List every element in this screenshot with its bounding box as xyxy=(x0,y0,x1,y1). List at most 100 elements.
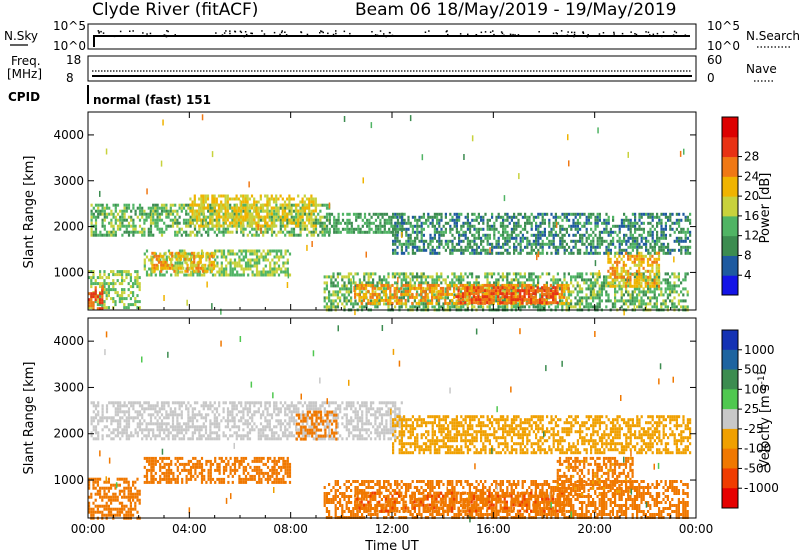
data-cell xyxy=(288,218,291,222)
data-cell xyxy=(530,212,533,216)
nsky-point xyxy=(245,33,248,36)
nsky-point xyxy=(163,34,165,36)
nsky-point xyxy=(687,35,689,37)
data-cell xyxy=(429,236,432,240)
nsky-point xyxy=(389,32,391,34)
data-cell xyxy=(134,209,137,213)
data-cell xyxy=(557,233,560,237)
data-cell xyxy=(225,270,228,274)
data-cell xyxy=(462,278,465,282)
data-cell xyxy=(596,239,599,243)
data-cell xyxy=(596,290,599,294)
data-cell xyxy=(350,224,353,228)
data-cell xyxy=(275,200,278,204)
data-cell xyxy=(598,239,601,243)
data-cell xyxy=(581,302,584,306)
data-cell xyxy=(667,242,670,246)
data-cell xyxy=(275,252,278,256)
data-cell xyxy=(613,275,617,279)
data-cell xyxy=(585,239,588,243)
data-cell xyxy=(512,298,515,302)
data-cell xyxy=(301,206,304,210)
data-cell xyxy=(649,290,652,294)
data-cell xyxy=(407,275,410,279)
data-cell xyxy=(198,212,201,216)
data-cell xyxy=(521,283,524,287)
data-cell xyxy=(355,227,358,231)
data-cell xyxy=(581,287,584,291)
data-cell xyxy=(395,301,398,305)
data-cell xyxy=(647,239,650,243)
data-cell xyxy=(609,266,612,270)
data-cell xyxy=(257,200,260,204)
data-cell xyxy=(143,227,146,231)
data-cell xyxy=(488,283,491,287)
data-cell xyxy=(259,224,262,228)
data-cell xyxy=(244,218,247,222)
nsky-point xyxy=(164,34,167,37)
data-cell xyxy=(501,290,504,294)
data-cell xyxy=(250,212,254,216)
data-cell xyxy=(664,305,667,309)
data-cell xyxy=(576,272,579,276)
data-cell xyxy=(162,260,165,264)
data-cell xyxy=(618,230,621,234)
data-cell xyxy=(235,206,238,210)
data-cell xyxy=(530,221,533,225)
data-cell xyxy=(328,290,331,294)
data-cell xyxy=(158,215,161,219)
data-cell xyxy=(530,292,533,296)
data-cell xyxy=(402,287,405,291)
data-cell xyxy=(250,221,254,225)
data-cell xyxy=(189,215,192,219)
data-cell xyxy=(411,251,414,255)
data-cell xyxy=(538,298,542,302)
data-cell xyxy=(314,203,317,207)
data-cell xyxy=(450,292,453,296)
data-cell xyxy=(362,298,365,302)
nsky-point xyxy=(672,34,675,36)
data-cell xyxy=(277,267,281,271)
data-cell xyxy=(210,266,213,270)
data-cell xyxy=(174,218,177,222)
data-cell xyxy=(579,236,582,240)
data-cell xyxy=(138,206,142,210)
data-cell xyxy=(680,251,683,255)
data-cell xyxy=(647,230,650,234)
data-cell xyxy=(581,290,584,294)
nsky-point xyxy=(588,35,591,37)
data-cell xyxy=(253,252,256,256)
data-cell xyxy=(226,209,229,213)
data-cell xyxy=(592,287,595,291)
data-cell xyxy=(471,272,474,276)
data-cell xyxy=(653,260,656,264)
data-cell xyxy=(314,230,318,234)
data-cell xyxy=(563,227,566,231)
nsky-point xyxy=(587,34,589,36)
data-cell xyxy=(154,209,157,213)
data-cell xyxy=(257,218,260,222)
data-cell xyxy=(624,269,628,273)
data-cell xyxy=(640,296,643,300)
data-cell xyxy=(534,284,537,288)
data-cell xyxy=(527,286,531,290)
data-cell xyxy=(448,292,451,296)
data-cell xyxy=(235,212,238,216)
data-cell xyxy=(504,248,507,252)
data-cell xyxy=(209,221,212,225)
data-cell xyxy=(391,295,394,299)
data-cell xyxy=(579,215,582,219)
data-cell xyxy=(436,239,439,243)
data-cell xyxy=(644,302,647,306)
data-cell xyxy=(266,252,270,256)
data-cell xyxy=(426,286,429,290)
data-cell xyxy=(468,286,471,290)
data-cell xyxy=(506,272,509,276)
data-cell xyxy=(235,227,238,231)
data-cell xyxy=(537,215,540,219)
data-cell xyxy=(471,239,474,243)
data-cell xyxy=(123,215,126,219)
data-cell xyxy=(633,287,636,291)
data-cell xyxy=(209,227,212,231)
data-cell xyxy=(292,233,296,237)
